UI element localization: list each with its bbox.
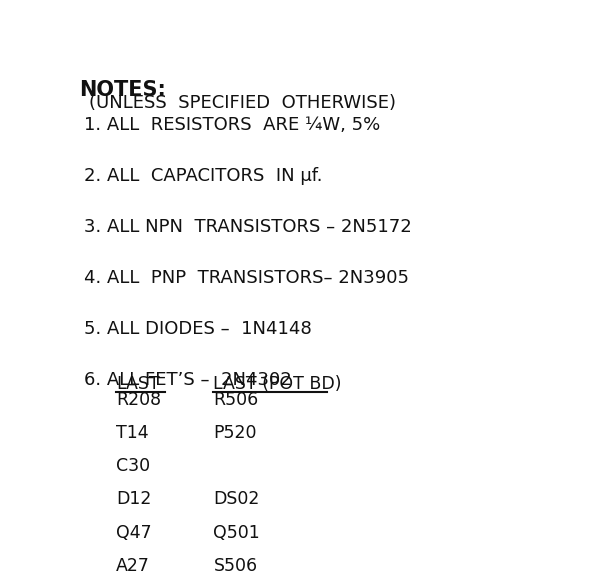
Text: LAST: LAST: [116, 375, 160, 393]
Text: 3. ALL NPN  TRANSISTORS – 2N5172: 3. ALL NPN TRANSISTORS – 2N5172: [84, 218, 411, 236]
Text: R208: R208: [116, 391, 161, 409]
Text: 4. ALL  PNP  TRANSISTORS– 2N3905: 4. ALL PNP TRANSISTORS– 2N3905: [84, 268, 409, 287]
Text: S506: S506: [214, 557, 257, 575]
Text: R506: R506: [214, 391, 259, 409]
Text: Q501: Q501: [214, 524, 260, 541]
Text: 5. ALL DIODES –  1N4148: 5. ALL DIODES – 1N4148: [84, 320, 312, 338]
Text: P520: P520: [214, 424, 257, 442]
Text: A27: A27: [116, 557, 150, 575]
Text: T14: T14: [116, 424, 149, 442]
Text: 1. ALL  RESISTORS  ARE ¼W, 5%: 1. ALL RESISTORS ARE ¼W, 5%: [84, 116, 380, 134]
Text: C30: C30: [116, 457, 150, 475]
Text: DS02: DS02: [214, 490, 260, 509]
Text: Q47: Q47: [116, 524, 152, 541]
Text: D12: D12: [116, 490, 152, 509]
Text: 2. ALL  CAPACITORS  IN μf.: 2. ALL CAPACITORS IN μf.: [84, 166, 322, 185]
Text: NOTES:: NOTES:: [79, 80, 166, 100]
Text: (UNLESS  SPECIFIED  OTHERWISE): (UNLESS SPECIFIED OTHERWISE): [88, 93, 395, 112]
Text: LAST (POT BD): LAST (POT BD): [214, 375, 342, 393]
Text: 6. ALL FET’S –  2N4302: 6. ALL FET’S – 2N4302: [84, 371, 291, 389]
